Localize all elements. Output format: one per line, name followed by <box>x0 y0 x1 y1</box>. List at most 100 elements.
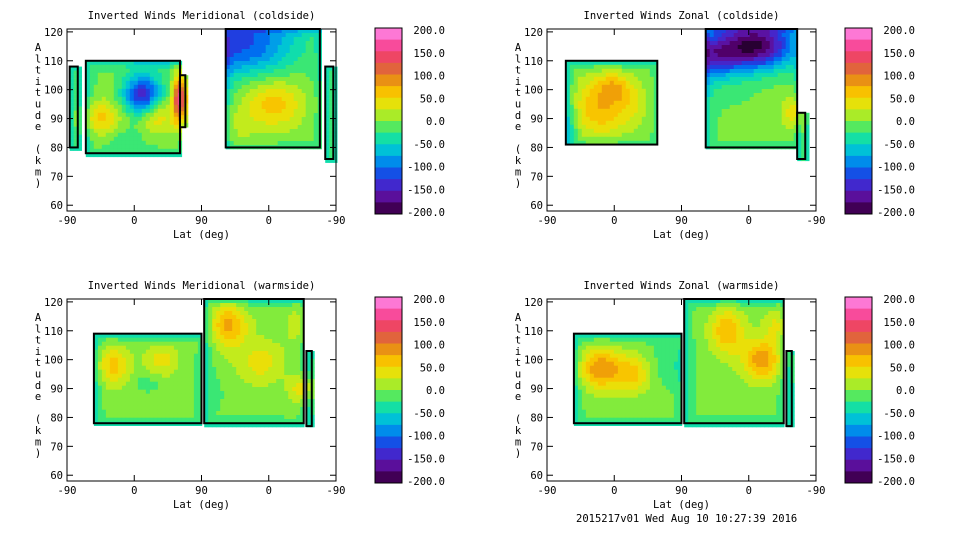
contour-cell <box>589 76 595 82</box>
contour-cell <box>93 345 99 350</box>
contour-cell <box>193 397 199 402</box>
contour-cell <box>137 349 143 354</box>
contour-cell <box>617 401 623 406</box>
contour-cell <box>621 140 627 146</box>
contour-cell <box>621 373 627 378</box>
contour-cell <box>73 82 78 87</box>
contour-cell <box>309 33 314 38</box>
contour-cell <box>173 349 179 354</box>
contour-cell <box>573 369 579 374</box>
contour-cell <box>645 116 651 122</box>
contour-cell <box>573 333 579 338</box>
contour-cell <box>725 37 730 42</box>
contour-cell <box>93 136 99 142</box>
contour-cell <box>145 405 151 410</box>
contour-cell <box>89 124 95 130</box>
contour-cell <box>293 81 298 86</box>
contour-cell <box>161 393 167 398</box>
contour-cell <box>241 117 246 122</box>
contour-cell <box>105 100 111 106</box>
contour-cell <box>69 126 74 131</box>
contour-cell <box>757 101 762 106</box>
contour-cell <box>105 68 111 74</box>
contour-cell <box>609 373 615 378</box>
contour-cell <box>169 349 175 354</box>
contour-cell <box>149 84 155 90</box>
contour-cell <box>621 136 627 142</box>
contour-cell <box>181 365 187 370</box>
contour-cell <box>193 349 199 354</box>
contour-cell <box>665 369 671 374</box>
contour-cell <box>745 49 750 54</box>
contour-cell <box>581 405 587 410</box>
contour-cell <box>593 369 599 374</box>
contour-cell <box>733 121 738 126</box>
contour-cell <box>237 33 242 38</box>
contour-cell <box>669 341 675 346</box>
colorbar-band <box>375 471 402 484</box>
contour-cell <box>261 81 266 86</box>
contour-cell <box>313 109 318 114</box>
contour-cell <box>229 29 234 34</box>
contour-cell <box>193 389 199 394</box>
contour-cell <box>649 124 655 130</box>
contour-cell <box>301 89 306 94</box>
contour-cell <box>181 413 187 418</box>
contour-cell <box>745 57 750 62</box>
contour-cell <box>653 381 659 386</box>
contour-cell <box>757 57 762 62</box>
contour-cell <box>653 84 659 90</box>
contour-cell <box>313 85 318 90</box>
contour-cell <box>165 152 171 158</box>
contour-cell <box>309 129 314 134</box>
contour-cell <box>613 357 619 362</box>
contour-cell <box>189 413 195 418</box>
contour-cell <box>285 77 290 82</box>
contour-cell <box>149 100 155 106</box>
contour-cell <box>629 401 635 406</box>
contour-cell <box>573 345 579 350</box>
contour-cell <box>573 96 579 102</box>
contour-cell <box>589 124 595 130</box>
contour-cell <box>669 337 675 342</box>
contour-cell <box>289 33 294 38</box>
contour-cell <box>229 33 234 38</box>
contour-cell <box>253 93 258 98</box>
contour-cell <box>641 365 647 370</box>
contour-cell <box>649 64 655 70</box>
contour-cell <box>232 423 237 428</box>
contour-cell <box>621 132 627 138</box>
contour-cell <box>240 423 245 428</box>
contour-cell <box>597 361 603 366</box>
contour-cell <box>229 137 234 142</box>
contour-cell <box>89 120 95 126</box>
contour-cell <box>280 419 285 424</box>
contour-cell <box>285 37 290 42</box>
contour-cell <box>737 113 742 118</box>
contour-cell <box>741 65 746 70</box>
contour-cell <box>645 132 651 138</box>
contour-cell <box>93 393 99 398</box>
contour-cell <box>273 53 278 58</box>
contour-cell <box>649 337 655 342</box>
contour-cell <box>233 133 238 138</box>
contour-cell <box>85 124 91 130</box>
contour-cell <box>248 355 253 360</box>
contour-cell <box>245 49 250 54</box>
contour-cell <box>601 393 607 398</box>
contour-cell <box>329 78 334 83</box>
x-tick-label: 0 <box>746 215 752 227</box>
contour-cell <box>793 61 798 66</box>
contour-cell <box>208 383 213 388</box>
contour-cell <box>653 124 659 130</box>
contour-cell <box>769 33 774 38</box>
contour-cell <box>284 307 289 312</box>
contour-cell <box>733 81 738 86</box>
contour-cell <box>717 45 722 50</box>
contour-cell <box>609 409 615 414</box>
contour-cell <box>609 116 615 122</box>
contour-cell <box>609 369 615 374</box>
contour-cell <box>577 365 583 370</box>
contour-cell <box>224 359 229 364</box>
colorbar-band <box>375 190 402 203</box>
